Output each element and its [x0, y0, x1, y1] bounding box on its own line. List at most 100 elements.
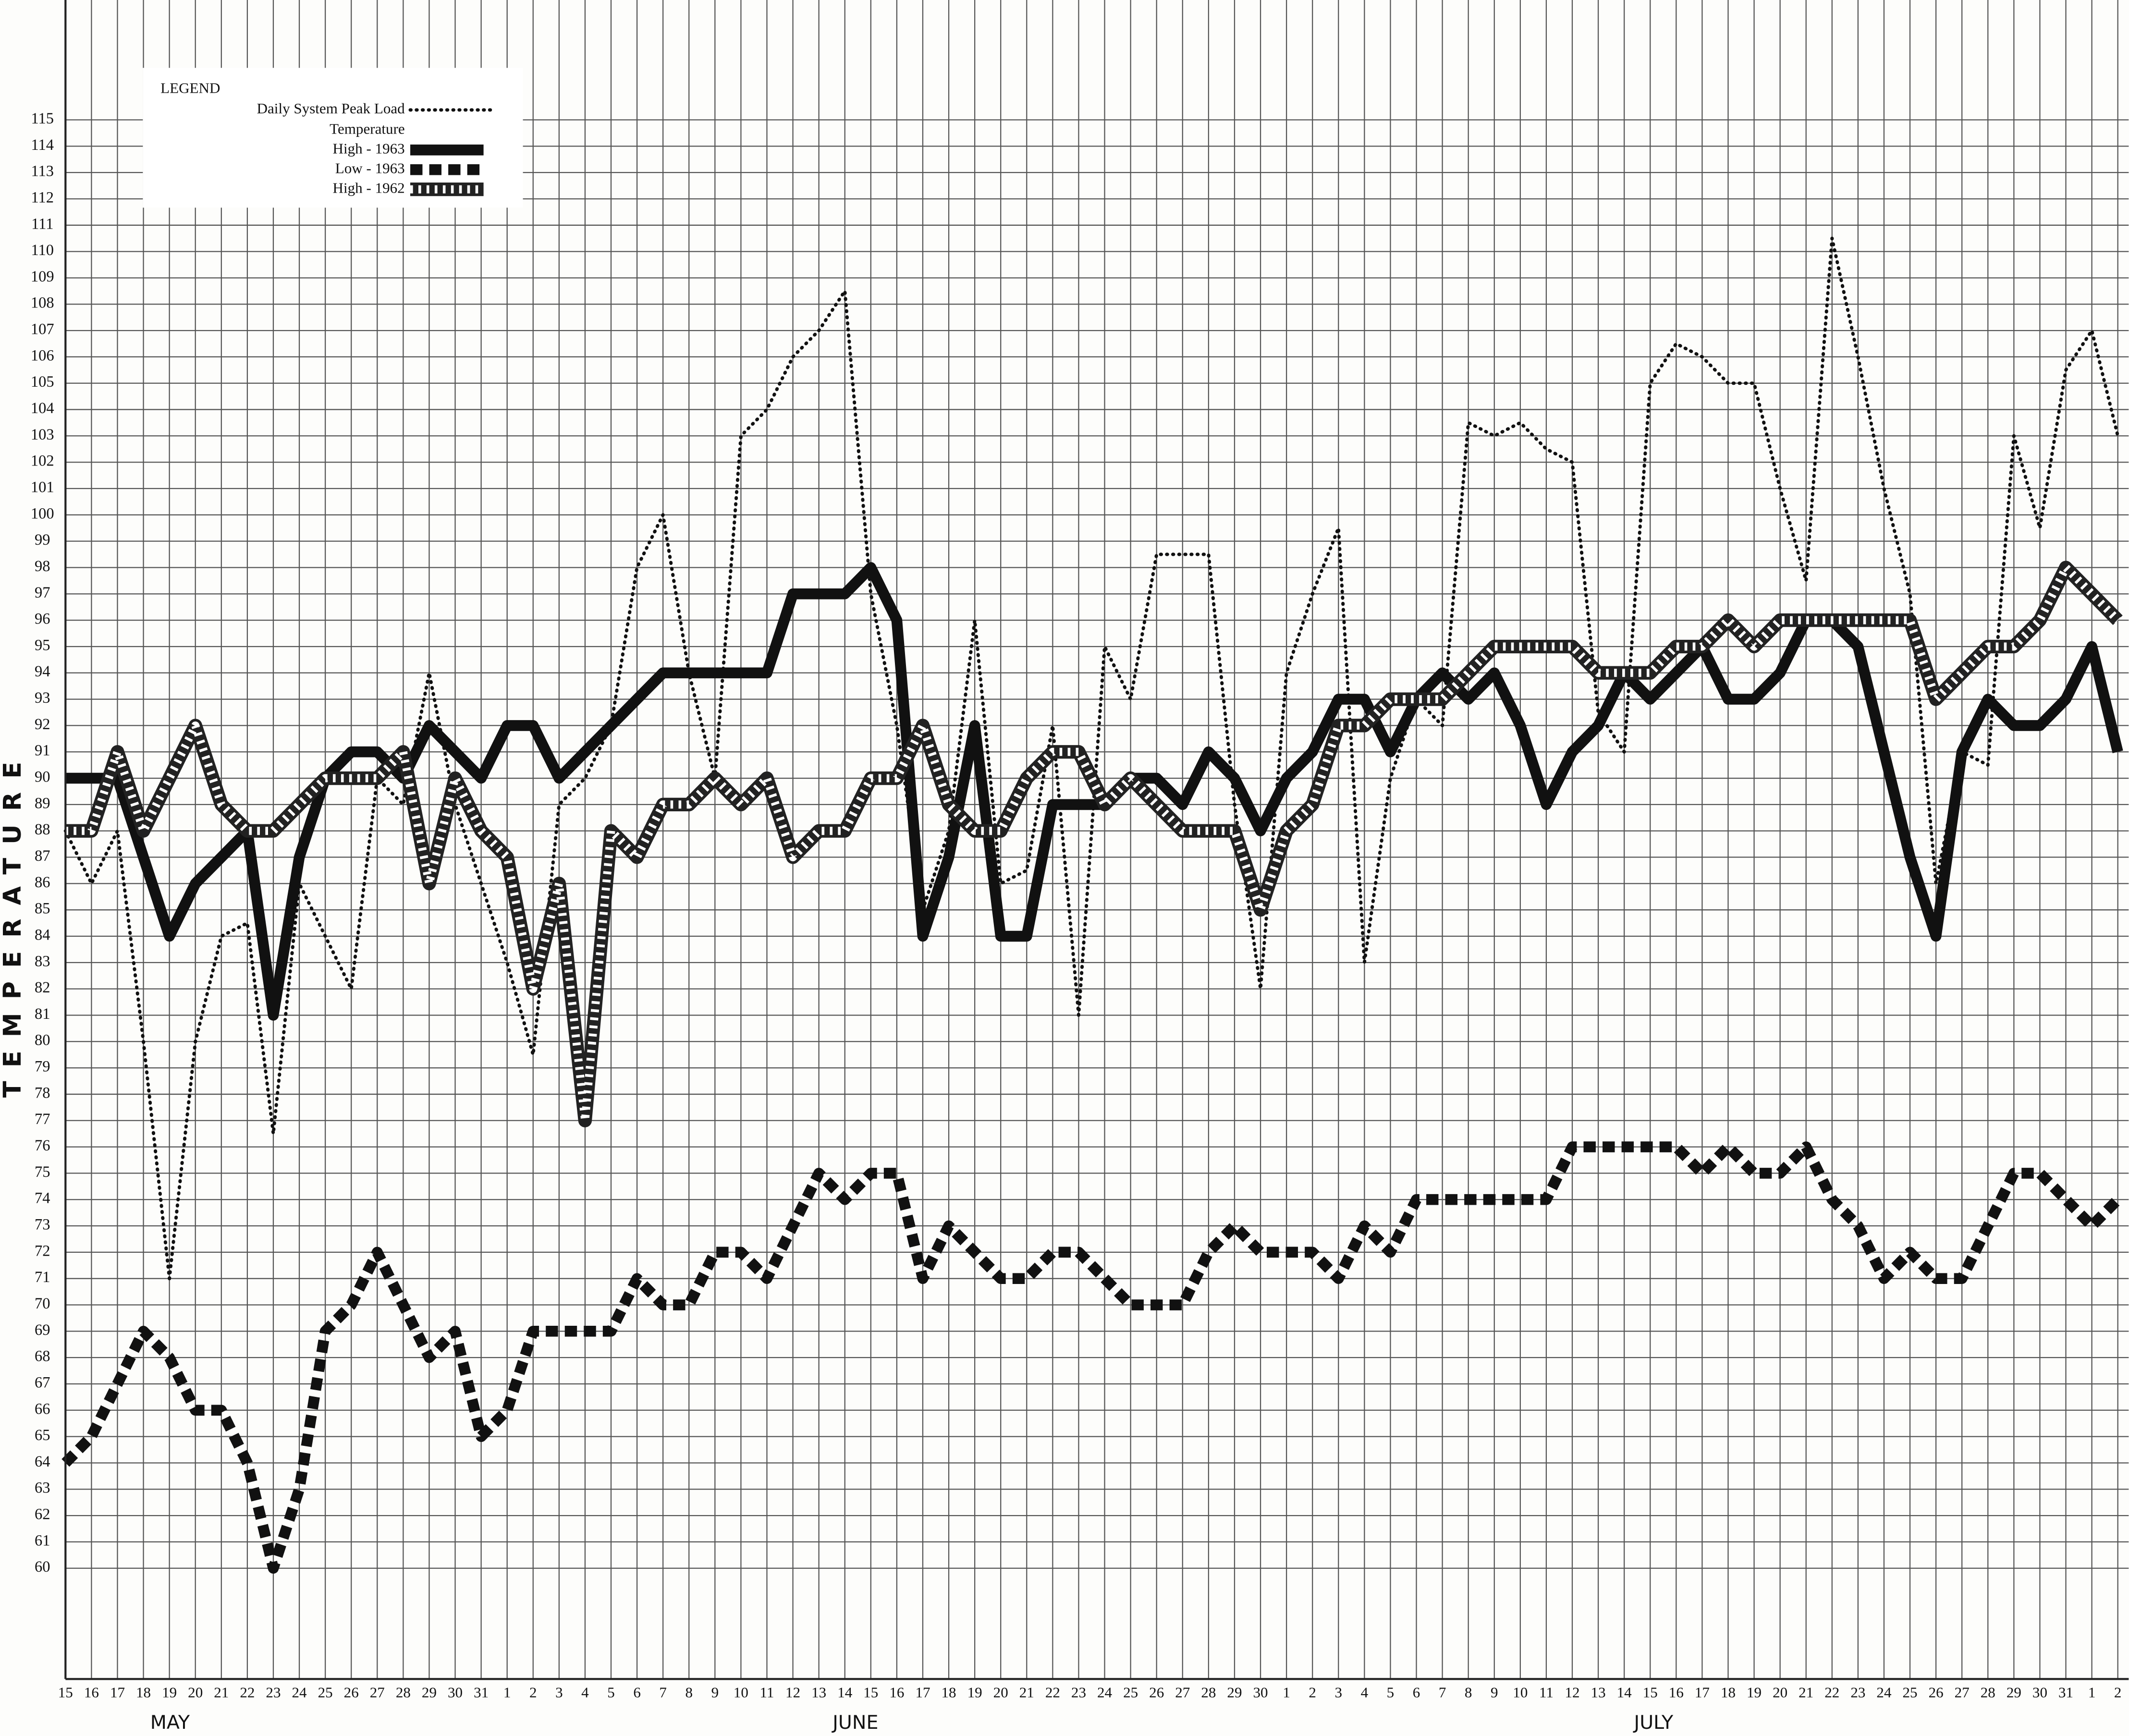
- x-tick-label: 1: [503, 1684, 511, 1701]
- x-tick-label: 29: [2007, 1684, 2021, 1701]
- x-tick-label: 12: [1565, 1684, 1579, 1701]
- x-tick-label: 13: [1591, 1684, 1606, 1701]
- x-tick-label: 31: [474, 1684, 489, 1701]
- x-tick-label: 21: [214, 1684, 229, 1701]
- y-tick-label: 112: [31, 189, 54, 206]
- month-label: MAY: [150, 1712, 190, 1734]
- legend-label: Low - 1963: [335, 159, 405, 176]
- legend-title: LEGEND: [160, 80, 220, 97]
- y-tick-label: 96: [35, 611, 50, 628]
- x-tick-label: 28: [396, 1684, 411, 1701]
- y-tick-label: 68: [35, 1348, 50, 1365]
- y-tick-label: 62: [35, 1506, 50, 1523]
- x-tick-label: 10: [1513, 1684, 1528, 1701]
- legend-subtitle: Temperature: [330, 120, 405, 137]
- y-tick-label: 78: [35, 1084, 50, 1101]
- y-tick-label: 87: [35, 847, 50, 865]
- x-tick-label: 20: [1773, 1684, 1787, 1701]
- y-tick-label: 60: [35, 1558, 50, 1576]
- x-tick-label: 11: [760, 1684, 774, 1701]
- y-tick-label: 70: [35, 1295, 50, 1312]
- axes: 6061626364656667686970717273747576777879…: [31, 0, 2129, 1734]
- y-tick-label: 89: [35, 795, 50, 812]
- x-tick-label: 11: [1539, 1684, 1554, 1701]
- x-tick-label: 26: [344, 1684, 359, 1701]
- x-tick-label: 24: [292, 1684, 307, 1701]
- y-tick-label: 106: [31, 347, 54, 364]
- x-tick-label: 16: [1669, 1684, 1684, 1701]
- plot-lines: [61, 236, 2123, 1574]
- x-tick-label: 18: [942, 1684, 956, 1701]
- x-tick-label: 24: [1876, 1684, 1892, 1701]
- grid: [65, 0, 2129, 1679]
- x-tick-label: 1: [1283, 1684, 1290, 1701]
- x-tick-label: 19: [967, 1684, 982, 1701]
- y-tick-label: 100: [31, 505, 54, 522]
- x-tick-label: 25: [1903, 1684, 1918, 1701]
- y-tick-label: 79: [35, 1058, 50, 1076]
- y-tick-label: 80: [35, 1032, 50, 1049]
- y-tick-label: 99: [35, 531, 50, 549]
- x-tick-label: 16: [84, 1684, 99, 1701]
- y-tick-label: 110: [31, 242, 54, 259]
- x-tick-label: 19: [1747, 1684, 1762, 1701]
- x-tick-label: 7: [659, 1684, 667, 1701]
- y-tick-label: 108: [31, 294, 54, 312]
- x-tick-label: 20: [993, 1684, 1008, 1701]
- x-tick-label: 2: [1309, 1684, 1316, 1701]
- x-tick-label: 12: [785, 1684, 800, 1701]
- y-tick-label: 91: [35, 742, 50, 759]
- month-label: JUNE: [831, 1712, 878, 1734]
- x-tick-label: 28: [1201, 1684, 1216, 1701]
- x-tick-label: 2: [529, 1684, 537, 1701]
- y-tick-label: 76: [35, 1137, 50, 1154]
- y-tick-label: 88: [35, 821, 50, 838]
- x-tick-label: 30: [448, 1684, 463, 1701]
- x-tick-label: 27: [1175, 1684, 1190, 1701]
- x-tick-label: 25: [1123, 1684, 1138, 1701]
- month-label: JULY: [1633, 1712, 1674, 1734]
- y-tick-label: 75: [35, 1163, 50, 1181]
- x-tick-label: 3: [555, 1684, 563, 1701]
- y-tick-label: 105: [31, 373, 54, 391]
- x-tick-label: 29: [422, 1684, 437, 1701]
- x-tick-label: 4: [1361, 1684, 1369, 1701]
- x-tick-label: 19: [162, 1684, 177, 1701]
- y-tick-label: 61: [35, 1532, 50, 1549]
- y-tick-label: 82: [35, 979, 50, 996]
- x-tick-label: 25: [318, 1684, 333, 1701]
- x-tick-label: 4: [581, 1684, 589, 1701]
- legend: LEGEND Temperature Daily System Peak Loa…: [143, 68, 523, 208]
- y-tick-label: 104: [31, 400, 54, 417]
- x-tick-label: 30: [1253, 1684, 1268, 1701]
- y-tick-label: 90: [35, 769, 50, 786]
- legend-label: Daily System Peak Load: [257, 100, 405, 117]
- y-tick-label: 81: [35, 1005, 50, 1023]
- x-tick-label: 18: [1721, 1684, 1736, 1701]
- legend-label: High - 1963: [333, 140, 405, 157]
- y-tick-label: 65: [35, 1427, 50, 1444]
- y-tick-label: 101: [31, 478, 54, 496]
- x-tick-label: 16: [889, 1684, 904, 1701]
- series-line: [61, 1141, 2122, 1574]
- y-tick-label: 71: [35, 1269, 50, 1286]
- x-tick-label: 5: [607, 1684, 615, 1701]
- x-tick-label: 22: [240, 1684, 255, 1701]
- y-tick-label: 83: [35, 953, 50, 970]
- y-tick-label: 98: [35, 558, 50, 575]
- x-tick-label: 21: [1019, 1684, 1034, 1701]
- y-tick-label: 103: [31, 426, 54, 443]
- y-tick-label: 63: [35, 1479, 50, 1497]
- y-tick-label: 73: [35, 1216, 50, 1234]
- x-tick-label: 10: [734, 1684, 748, 1701]
- y-tick-label: 95: [35, 636, 50, 654]
- y-tick-label: 97: [35, 584, 50, 601]
- x-tick-label: 3: [1335, 1684, 1343, 1701]
- y-axis-title: TEMPERATURE: [0, 748, 26, 1098]
- y-tick-label: 84: [35, 926, 50, 943]
- y-tick-label: 86: [35, 874, 50, 891]
- x-tick-label: 8: [1465, 1684, 1472, 1701]
- x-tick-label: 13: [811, 1684, 826, 1701]
